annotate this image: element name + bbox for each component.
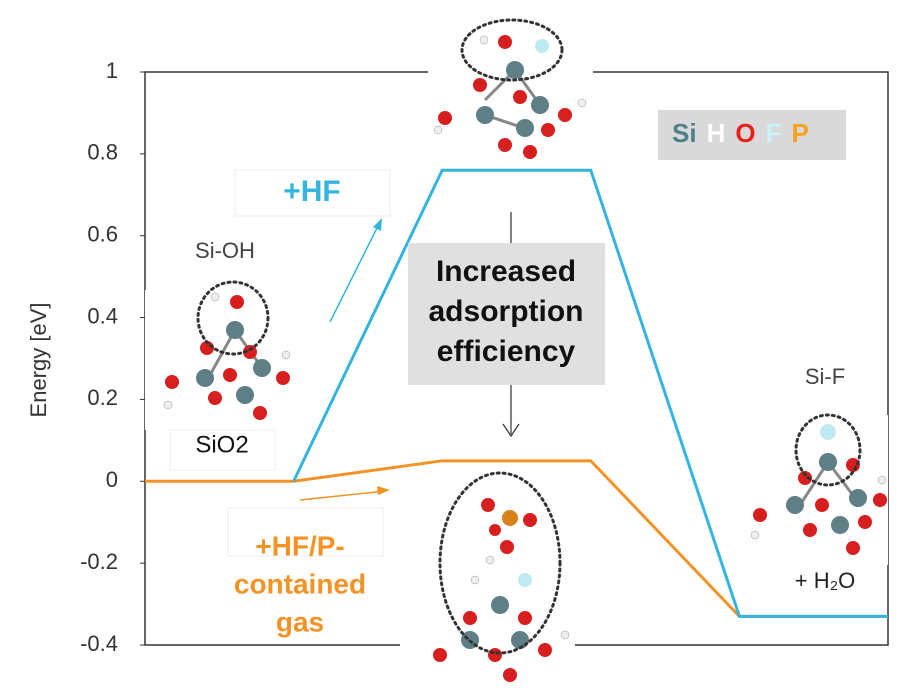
hf-box (234, 169, 391, 217)
hfp-arrowhead (377, 486, 390, 495)
molecule-top (428, 18, 593, 166)
efficiency-box (408, 243, 605, 385)
hfp-label: +HF/P- (255, 530, 344, 561)
y-tick-label: 1 (106, 58, 118, 83)
y-tick-label: 0.6 (87, 222, 118, 247)
water-label: + H₂O (795, 568, 856, 593)
y-tick-label: 0.8 (87, 140, 118, 165)
down-arrowhead (502, 423, 520, 438)
sio2-label: SiO2 (195, 431, 248, 458)
sif-label: Si-F (805, 364, 845, 389)
efficiency-label: efficiency (437, 335, 576, 368)
molecule-bottom (400, 471, 575, 690)
efficiency-label: Increased (436, 255, 576, 288)
y-axis-label: Energy [eV] (26, 303, 51, 418)
hfp-label: gas (276, 606, 324, 637)
y-tick-label: 0.4 (87, 303, 118, 328)
element-symbol: F (766, 118, 782, 148)
element-symbol: P (791, 118, 808, 148)
sioh-label: Si-OH (195, 238, 255, 263)
hf-arrowhead (373, 218, 382, 231)
y-tick-label: 0.2 (87, 385, 118, 410)
element-symbol: O (735, 118, 755, 148)
hfp-box (227, 507, 384, 557)
y-tick-label: -0.2 (80, 549, 118, 574)
molecule-sioh (145, 280, 305, 430)
hf-label: +HF (283, 175, 341, 208)
sio2-box (169, 429, 276, 471)
element-symbol: H (707, 118, 726, 148)
molecule-sif (742, 413, 888, 565)
hfp-label: contained (234, 568, 366, 599)
hf-arrow (329, 221, 381, 323)
hfp-arrow (299, 490, 386, 501)
series-line (292, 168, 888, 618)
element-symbol: Si (672, 118, 697, 148)
element-legend (658, 110, 846, 160)
efficiency-label: adsorption (429, 295, 584, 328)
y-tick-label: -0.4 (80, 631, 118, 656)
y-tick-label: 0 (106, 467, 118, 492)
